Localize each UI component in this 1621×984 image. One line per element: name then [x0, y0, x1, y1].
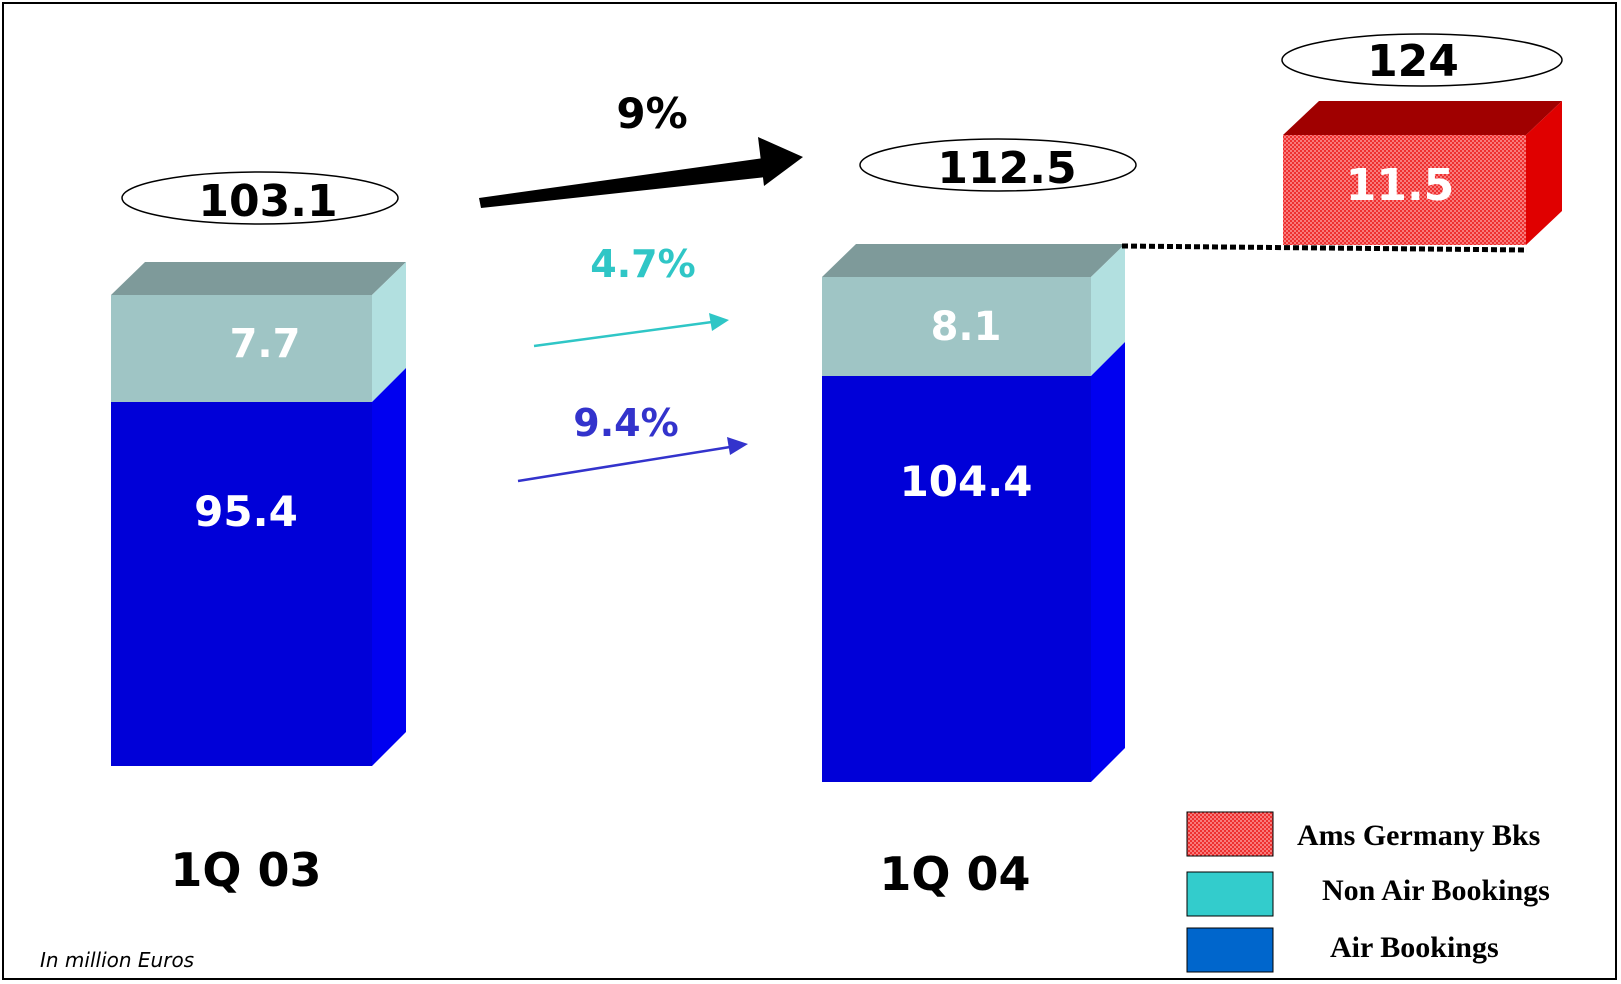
data-label-air-1q04: 104.4 [900, 457, 1033, 506]
growth-arrow-air [517, 437, 748, 483]
growth-label-air: 9.4% [573, 401, 678, 445]
bar-1q03-air [111, 402, 372, 766]
bar-1q03-nonair [111, 295, 372, 402]
bar-1q04-air [822, 376, 1091, 782]
bar-1q03-top [111, 262, 406, 295]
data-label-nonair-1q04: 8.1 [931, 304, 1002, 350]
bar-1q04-nonair-side [1091, 244, 1125, 376]
legend-swatch-air [1186, 927, 1274, 973]
bar-1q04-top [822, 244, 1125, 277]
bar-ams-germany-top [1283, 101, 1562, 135]
legend-swatch-ams-germany [1186, 811, 1274, 857]
bar-1q04 [822, 244, 1125, 782]
growth-label-non-air: 4.7% [590, 242, 695, 286]
category-label-1q03: 1Q 03 [170, 843, 321, 897]
total-label-1q03: 103.1 [198, 176, 337, 227]
bar-1q04-nonair [822, 277, 1091, 376]
category-label-1q04: 1Q 04 [879, 847, 1030, 901]
legend-label-non-air: Non Air Bookings [1322, 874, 1550, 907]
growth-label-total: 9% [616, 89, 687, 138]
bar-1q03-air-side [372, 368, 406, 766]
legend: Ams Germany Bks Non Air Bookings Air Boo… [1186, 811, 1550, 973]
total-ellipse-1q04 [859, 138, 1137, 192]
bar-ams-germany-side [1526, 101, 1562, 245]
bar-1q04-air-side [1091, 342, 1125, 782]
bar-ams-germany-front [1283, 135, 1526, 245]
bar-1q03 [111, 262, 406, 766]
growth-arrow-total [479, 137, 803, 208]
total-ellipse-1q03 [121, 171, 399, 225]
legend-label-ams-germany: Ams Germany Bks [1297, 819, 1540, 852]
data-label-air-1q03: 95.4 [194, 487, 298, 536]
data-label-nonair-1q03: 7.7 [230, 321, 301, 367]
dotted-connector [1121, 243, 1528, 253]
legend-swatch-non-air [1186, 871, 1274, 917]
legend-label-air: Air Bookings [1330, 931, 1499, 964]
total-ellipse-extra [1281, 33, 1563, 87]
bar-ams-germany [1283, 101, 1562, 245]
total-label-1q04: 112.5 [937, 143, 1076, 194]
bar-1q03-nonair-side [372, 262, 406, 402]
total-label-extra: 124 [1367, 36, 1459, 87]
data-label-extra: 11.5 [1346, 160, 1455, 211]
unit-note: In million Euros [40, 948, 194, 972]
growth-arrow-non-air [533, 313, 729, 348]
